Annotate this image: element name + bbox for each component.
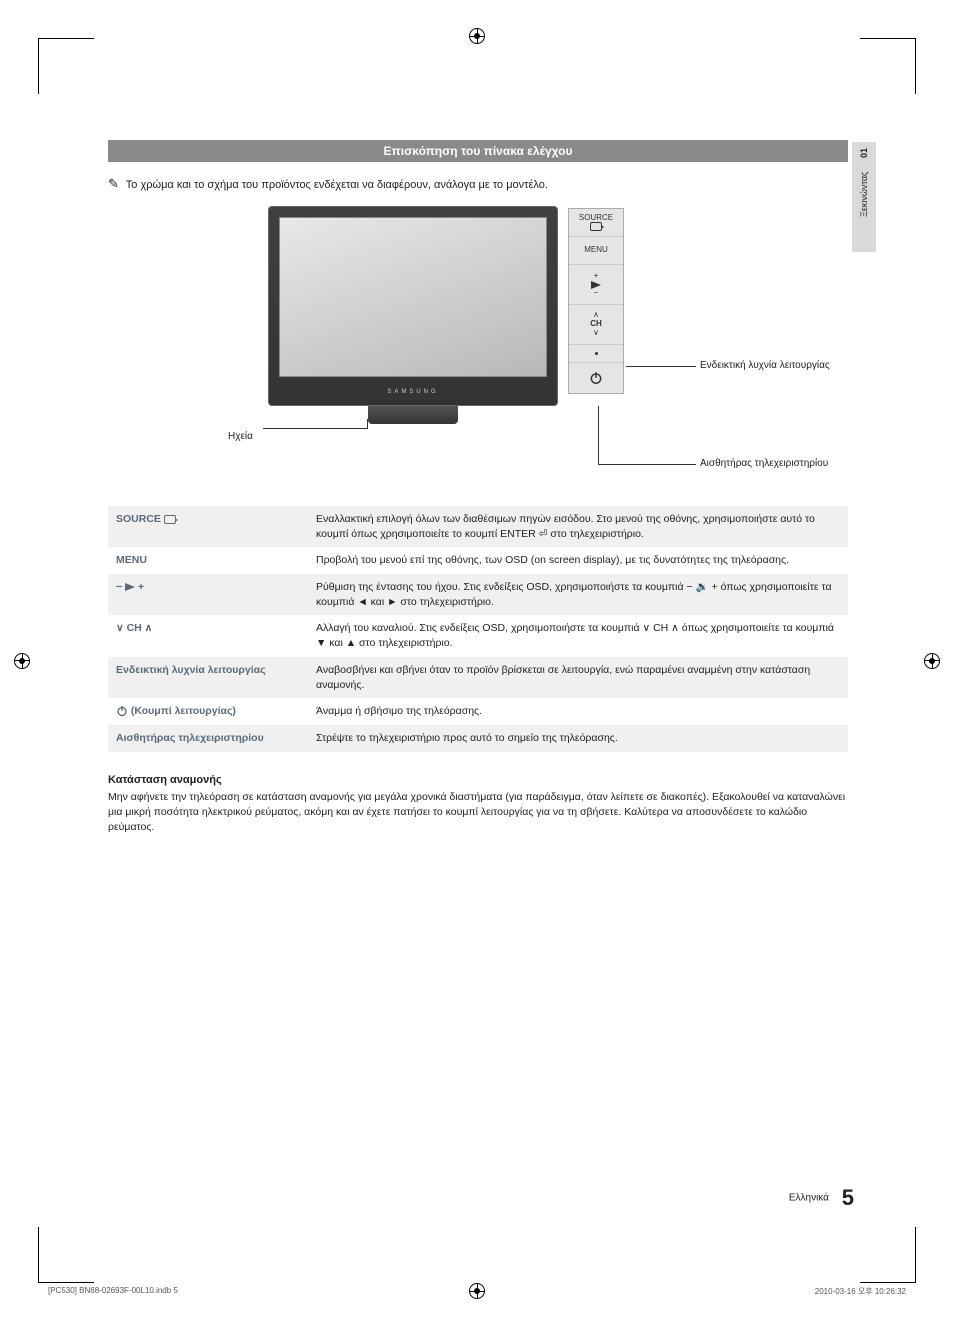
control-description: Αναβοσβήνει και σβήνει όταν το προϊόν βρ… (308, 657, 848, 698)
crop-mark (915, 1227, 916, 1283)
print-timestamp: 2010-03-16 오후 10:26:32 (815, 1286, 906, 1297)
power-icon (589, 371, 603, 385)
source-label: SOURCE (579, 214, 613, 223)
power-indicator-callout: Ενδεικτική λυχνία λειτουργίας (700, 360, 830, 371)
table-row: − +Ρύθμιση της έντασης του ήχου. Στις εν… (108, 574, 848, 615)
control-description: Προβολή του μενού επί της οθόνης, των OS… (308, 547, 848, 574)
crop-mark (860, 1282, 916, 1283)
table-row: (Κουμπί λειτουργίας)Άναμμα ή σβήσιμο της… (108, 698, 848, 725)
page-number: 5 (842, 1185, 854, 1210)
power-button-illustration (569, 363, 623, 393)
section-tab: 01 Ξεκινώντας (852, 142, 876, 252)
control-label: (Κουμπί λειτουργίας) (108, 698, 308, 725)
print-metadata: [PC530] BN68-02693F-00L10.indb 5 2010-03… (48, 1286, 906, 1297)
control-panel-diagram: SAMSUNG Ηχεία SOURCE MENU + − ∧ CH ∨ (108, 206, 848, 486)
volume-icon (125, 583, 135, 591)
registration-mark-icon (469, 28, 485, 44)
speaker-callout-line (263, 428, 368, 429)
control-description: Αλλαγή του καναλιού. Στις ενδείξεις OSD,… (308, 615, 848, 656)
control-label: − + (108, 574, 308, 615)
callout-line (598, 406, 599, 464)
crop-mark (38, 38, 39, 94)
crop-mark (860, 38, 916, 39)
control-description: Εναλλακτική επιλογή όλων των διαθέσιμων … (308, 506, 848, 547)
tv-stand (368, 406, 458, 424)
crop-mark (915, 38, 916, 94)
callout-line (626, 366, 696, 367)
registration-mark-icon (14, 653, 30, 669)
section-label: Ξεκινώντας (859, 172, 869, 217)
control-label: ∨ CH ∧ (108, 615, 308, 656)
tv-illustration: SAMSUNG (268, 206, 558, 406)
minus-icon: − (594, 289, 599, 298)
callout-line (598, 464, 696, 465)
tv-brand-label: SAMSUNG (387, 389, 438, 395)
enter-icon (590, 222, 602, 231)
channel-button-illustration: ∧ CH ∨ (569, 305, 623, 345)
control-label: Ενδεικτική λυχνία λειτουργίας (108, 657, 308, 698)
crop-mark (38, 1282, 94, 1283)
section-number: 01 (859, 141, 869, 165)
enter-icon (164, 515, 176, 524)
plus-icon: + (594, 272, 599, 281)
crop-mark (38, 38, 94, 39)
tv-screen (279, 217, 547, 377)
note-text: Το χρώμα και το σχήμα του προϊόντος ενδέ… (126, 179, 548, 191)
control-description: Στρέψτε το τηλεχειριστήριο προς αυτό το … (308, 725, 848, 752)
volume-button-illustration: + − (569, 265, 623, 305)
table-row: SOURCE Εναλλακτική επιλογή όλων των διαθ… (108, 506, 848, 547)
down-icon: ∨ (593, 329, 599, 338)
footer-language: Ελληνικά (789, 1193, 829, 1204)
table-row: Αισθητήρας τηλεχειριστηρίουΣτρέψτε το τη… (108, 725, 848, 752)
indicator-dot-illustration (569, 345, 623, 363)
note-icon: ✎ (108, 176, 119, 191)
led-dot-icon (595, 352, 598, 355)
table-row: MENUΠροβολή του μενού επί της οθόνης, τω… (108, 547, 848, 574)
crop-mark (38, 1227, 39, 1283)
menu-button-illustration: MENU (569, 237, 623, 265)
control-label: SOURCE (108, 506, 308, 547)
control-label: Αισθητήρας τηλεχειριστηρίου (108, 725, 308, 752)
table-row: Ενδεικτική λυχνία λειτουργίαςΑναβοσβήνει… (108, 657, 848, 698)
source-button-illustration: SOURCE (569, 209, 623, 237)
table-row: ∨ CH ∧Αλλαγή του καναλιού. Στις ενδείξει… (108, 615, 848, 656)
note-line: ✎ Το χρώμα και το σχήμα του προϊόντος εν… (108, 176, 848, 192)
standby-text: Μην αφήνετε την τηλεόραση σε κατάσταση α… (108, 790, 848, 836)
control-description: Ρύθμιση της έντασης του ήχου. Στις ενδεί… (308, 574, 848, 615)
button-stack: SOURCE MENU + − ∧ CH ∨ (568, 208, 624, 394)
print-file-info: [PC530] BN68-02693F-00L10.indb 5 (48, 1286, 178, 1297)
page-footer: Ελληνικά 5 (789, 1185, 854, 1211)
registration-mark-icon (924, 653, 940, 669)
sensor-callout: Αισθητήρας τηλεχειριστηρίου (700, 458, 828, 469)
section-header: Επισκόπηση του πίνακα ελέγχου (108, 140, 848, 162)
control-label: MENU (108, 547, 308, 574)
standby-heading: Κατάσταση αναμονής (108, 774, 848, 786)
speaker-callout-label: Ηχεία (228, 431, 253, 442)
control-description: Άναμμα ή σβήσιμο της τηλεόρασης. (308, 698, 848, 725)
controls-table: SOURCE Εναλλακτική επιλογή όλων των διαθ… (108, 506, 848, 752)
